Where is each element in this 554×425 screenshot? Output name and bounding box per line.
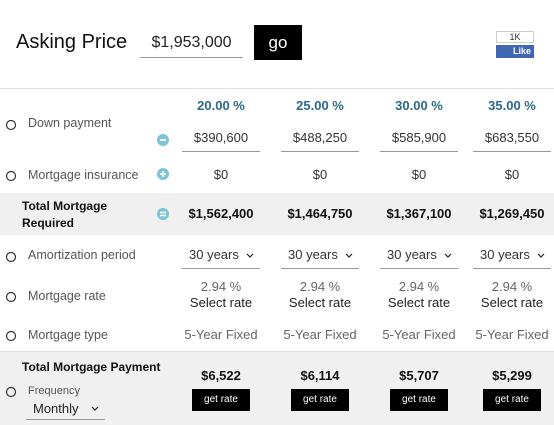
- select-rate[interactable]: Select rate: [288, 295, 352, 310]
- value: $0: [411, 167, 427, 182]
- price-input[interactable]: $1,953,000: [140, 33, 243, 58]
- get-rate-button[interactable]: get rate: [291, 389, 349, 411]
- value: $6,522: [201, 368, 241, 383]
- value: $1,269,450: [479, 206, 545, 221]
- value: $1,562,400: [188, 206, 254, 221]
- value: 2.94 %: [200, 279, 242, 294]
- value: $1,464,750: [287, 206, 353, 221]
- value: 5-Year Fixed: [475, 327, 549, 342]
- value: 2.94 %: [398, 279, 440, 294]
- row-label: Mortgage type: [28, 328, 108, 342]
- select[interactable]: 30 years: [281, 246, 359, 269]
- value: $5,299: [492, 368, 532, 383]
- value: $5,707: [399, 368, 439, 383]
- select-rate[interactable]: Select rate: [480, 295, 544, 310]
- row-label: Amortization period: [28, 248, 136, 262]
- frequency-select[interactable]: Monthly: [26, 399, 105, 420]
- value: 5-Year Fixed: [382, 327, 456, 342]
- band: [0, 352, 554, 425]
- percentage: 25.00 %: [296, 98, 344, 113]
- get-rate-button[interactable]: get rate: [483, 389, 541, 411]
- value: 5-Year Fixed: [184, 327, 258, 342]
- select-rate[interactable]: Select rate: [387, 295, 451, 310]
- value: 5-Year Fixed: [283, 327, 357, 342]
- like-count: 1K: [496, 31, 534, 43]
- frequency-label: Frequency: [28, 385, 80, 397]
- percentage: 20.00 %: [197, 98, 245, 113]
- get-rate-button[interactable]: get rate: [192, 389, 250, 411]
- row-label: Mortgage insurance: [28, 168, 139, 182]
- select[interactable]: 30 years: [380, 246, 458, 269]
- row-label: Total Mortgage Payment: [22, 360, 161, 374]
- value[interactable]: $390,600: [182, 129, 260, 152]
- row-label: Down payment: [28, 116, 112, 130]
- select[interactable]: 30 years: [182, 246, 260, 269]
- like-button[interactable]: Like: [496, 45, 534, 58]
- value: 2.94 %: [491, 279, 533, 294]
- row-label: Total Mortgage Required: [22, 199, 108, 230]
- get-rate-button[interactable]: get rate: [390, 389, 448, 411]
- value[interactable]: $585,900: [380, 129, 458, 152]
- select[interactable]: 30 years: [473, 246, 551, 269]
- value: $6,114: [300, 368, 340, 383]
- go-button[interactable]: go: [254, 25, 302, 60]
- title: Asking Price: [16, 31, 128, 53]
- value: $0: [504, 167, 520, 182]
- value: 2.94 %: [299, 279, 341, 294]
- value[interactable]: $488,250: [281, 129, 359, 152]
- value: $1,367,100: [386, 206, 452, 221]
- value[interactable]: $683,550: [473, 129, 551, 152]
- band: [0, 193, 554, 235]
- percentage: 35.00 %: [488, 98, 536, 113]
- value: $0: [213, 167, 229, 182]
- value: $0: [312, 167, 328, 182]
- divider: [0, 88, 554, 89]
- row-label: Mortgage rate: [28, 289, 106, 303]
- select-rate[interactable]: Select rate: [189, 295, 253, 310]
- percentage: 30.00 %: [395, 98, 443, 113]
- divider: [0, 351, 554, 352]
